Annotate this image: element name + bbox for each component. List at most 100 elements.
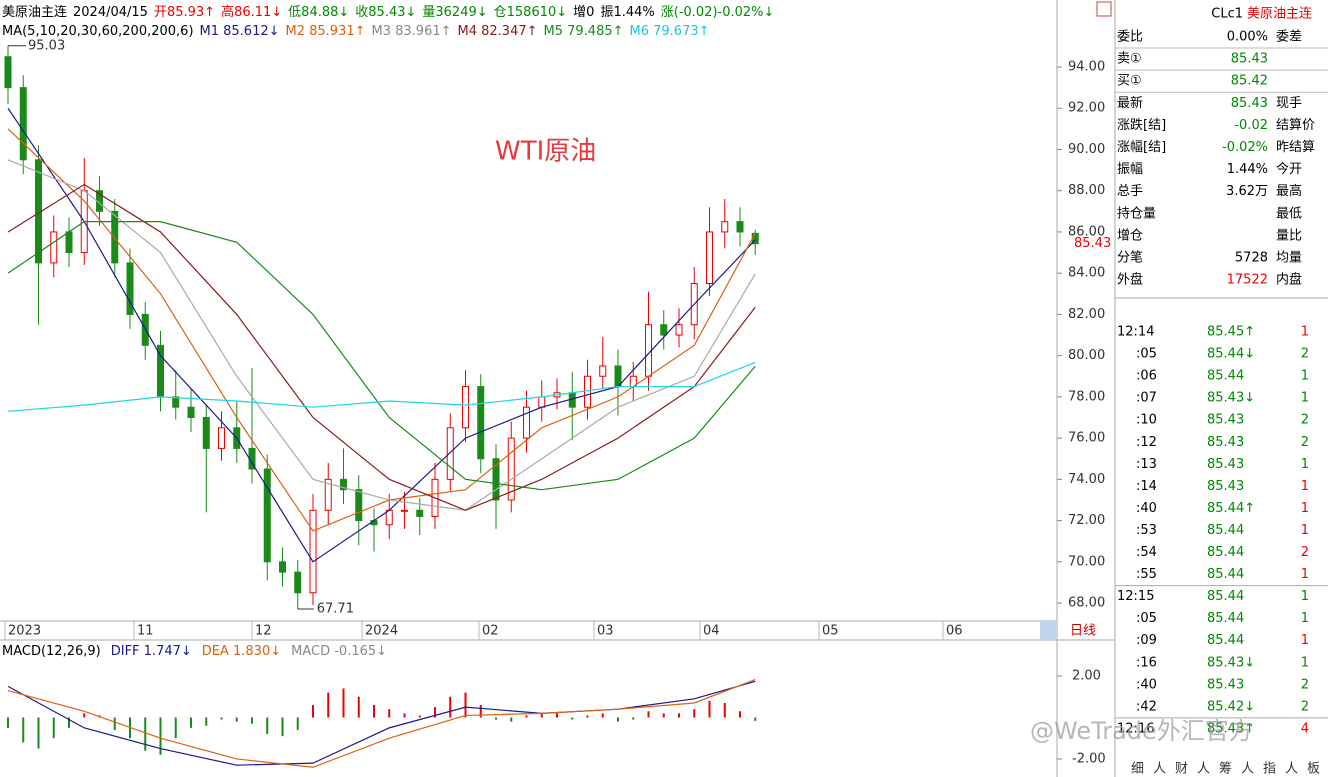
y-tick-label: 72.00 (1068, 513, 1105, 528)
bottom-tab[interactable]: 人 (1197, 762, 1210, 777)
tick-price: 85.45↑ (1207, 325, 1255, 340)
candle-body (462, 386, 469, 429)
tick-volume: 1 (1301, 501, 1309, 516)
date-label: 06 (946, 624, 963, 639)
quote-label2: 现手 (1276, 96, 1302, 111)
tick-time: :42 (1136, 699, 1157, 714)
tick-price: 85.44 (1207, 545, 1244, 560)
bottom-tab[interactable]: 板 (1307, 762, 1320, 777)
header-item: 涨(-0.02)-0.02%↓ (661, 5, 775, 20)
tick-volume: 1 (1301, 633, 1309, 648)
quote-value: -0.02 (1234, 118, 1268, 133)
quote-label2: 结算价 (1276, 118, 1315, 133)
date-label: 12 (255, 624, 272, 639)
candle-body (721, 221, 729, 233)
tick-price: 85.44 (1207, 567, 1244, 582)
quote-label2: 内盘 (1276, 272, 1302, 288)
ma-line (7, 183, 756, 511)
quote-label2: 今开 (1276, 161, 1302, 177)
candle-body (736, 221, 744, 233)
candle-body (385, 509, 393, 526)
quote-value: 85.43 (1231, 52, 1268, 67)
tick-time: :55 (1136, 567, 1157, 582)
y-tick-label: 70.00 (1068, 554, 1105, 569)
quote-value: 85.43 (1231, 96, 1268, 111)
tick-volume: 4 (1301, 721, 1309, 736)
header-item: 量36249↓ (422, 5, 487, 20)
quote-value: 0.00% (1227, 30, 1268, 45)
candle-body (706, 231, 713, 284)
ma-line (7, 680, 756, 766)
bottom-tab[interactable]: 细 (1131, 762, 1144, 777)
bottom-tab[interactable]: 人 (1285, 762, 1298, 777)
scroll-button[interactable] (1040, 622, 1056, 639)
tick-price: 85.44↓ (1207, 347, 1255, 362)
bottom-tab[interactable]: 财 (1175, 762, 1188, 777)
y-tick-label: 92.00 (1068, 101, 1105, 116)
y-tick-label: 88.00 (1068, 183, 1105, 198)
tick-volume: 1 (1301, 589, 1309, 604)
header-item: 美原油主连 (2, 4, 67, 20)
bottom-tab[interactable]: 指 (1263, 762, 1276, 777)
quote-label: 总手 (1117, 184, 1143, 199)
quote-label: 持仓量 (1117, 206, 1156, 221)
tick-volume: 1 (1301, 655, 1309, 670)
tick-volume: 1 (1301, 391, 1309, 406)
quote-label: 委比 (1117, 30, 1143, 45)
tick-time: 12:14 (1117, 325, 1154, 340)
y-tick-label: 94.00 (1068, 60, 1105, 75)
tick-time: :06 (1136, 369, 1157, 384)
quote-value: 5728 (1235, 251, 1268, 266)
candle-body (202, 417, 210, 449)
tick-price: 85.43 (1207, 479, 1244, 494)
tick-time: :53 (1136, 523, 1157, 538)
quote-label: 增仓 (1117, 228, 1143, 243)
tick-price: 85.43 (1207, 435, 1244, 450)
candle-body (263, 468, 271, 563)
header-item: 增0 (573, 5, 594, 20)
quote-label2: 均量 (1276, 251, 1302, 266)
quote-label: 分笔 (1117, 250, 1143, 266)
macd-header: MACD(12,26,9) DIFF 1.747↓ DEA 1.830↓ MACD -… (2, 644, 387, 659)
candle-body (507, 437, 515, 501)
y-tick-label: 80.00 (1068, 348, 1105, 363)
window-button[interactable] (1096, 1, 1112, 17)
y-tick-label: 76.00 (1068, 431, 1105, 446)
date-label: 03 (597, 624, 614, 639)
ma-line (7, 107, 756, 563)
header-item: 振1.44% (600, 5, 654, 20)
tick-volume: 1 (1301, 523, 1309, 538)
macd-legend: MACD -0.165↓ (291, 644, 387, 659)
candle-body (660, 324, 668, 336)
header-item: 2024/04/15 (73, 5, 148, 20)
quote-label2: 最高 (1276, 183, 1302, 199)
y-tick-label: 68.00 (1068, 596, 1105, 611)
bottom-tab[interactable]: 人 (1241, 762, 1254, 777)
candle-body (172, 396, 180, 408)
chart-title: WTI原油 (495, 137, 596, 167)
bottom-tab[interactable]: 筹 (1219, 761, 1232, 777)
quote-label: 最新 (1117, 95, 1143, 111)
tick-volume: 2 (1301, 413, 1309, 428)
tick-price: 85.44 (1207, 369, 1244, 384)
tick-volume: 1 (1301, 325, 1309, 340)
candle-body (416, 509, 424, 517)
tick-price: 85.43 (1207, 413, 1244, 428)
y-tick-label: 86.00 (1068, 224, 1105, 239)
tick-volume: 1 (1301, 611, 1309, 626)
tick-volume: 1 (1301, 369, 1309, 384)
candle-body (599, 365, 607, 377)
bottom-tab[interactable]: 人 (1153, 762, 1166, 777)
period-tab[interactable]: 日线 (1070, 624, 1096, 639)
quote-label: 外盘 (1117, 272, 1143, 288)
y-tick-label: -2.00 (1072, 751, 1106, 766)
tick-price: 85.44 (1207, 633, 1244, 648)
date-label: 02 (482, 624, 499, 639)
ma-line (7, 159, 756, 511)
tick-price: 85.42↓ (1207, 699, 1255, 714)
last-price: 85.43 (1074, 236, 1111, 251)
macd-legend: DIFF 1.747↓ (111, 644, 192, 659)
quote-value: -0.02% (1222, 140, 1268, 155)
candle-body (309, 509, 317, 594)
quote-label: 卖① (1117, 52, 1142, 67)
